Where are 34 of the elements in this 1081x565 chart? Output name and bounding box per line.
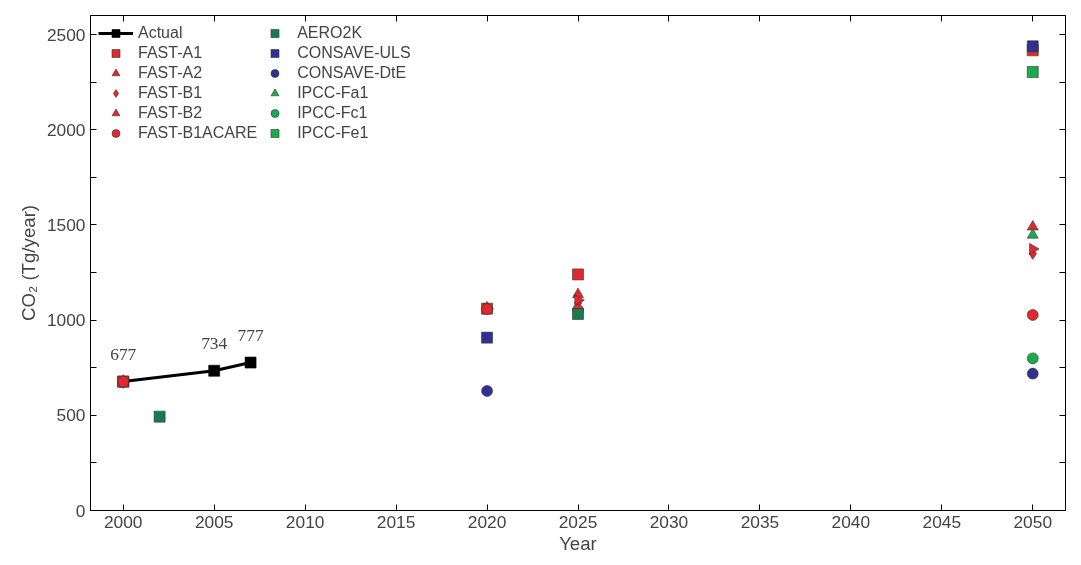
data-label: 777 — [237, 325, 264, 345]
x-tick-label: 2010 — [285, 511, 325, 532]
data-label: 677 — [110, 344, 137, 364]
legend-label: AERO2K — [297, 23, 363, 43]
x-tick-label: 2030 — [649, 511, 689, 532]
x-tick-label: 2015 — [376, 511, 416, 532]
legend-label: IPCC-Fa1 — [297, 83, 369, 103]
legend-label: FAST-B1ACARE — [138, 123, 258, 143]
y-tick-label: 1000 — [46, 310, 86, 331]
x-tick-label: 2040 — [831, 511, 871, 532]
x-tick-label: 2000 — [103, 511, 143, 532]
x-tick-label: 2005 — [194, 511, 234, 532]
y-tick-label: 2500 — [46, 24, 86, 45]
legend-label: FAST-A1 — [138, 43, 203, 63]
x-tick-label: 2025 — [558, 511, 598, 532]
legend-label: IPCC-Fc1 — [297, 103, 368, 123]
legend-label: FAST-B2 — [138, 103, 203, 123]
legend-label: Actual — [138, 23, 183, 43]
legend-label: FAST-A2 — [138, 63, 203, 83]
y-tick-label: 0 — [75, 500, 86, 521]
y-tick-label: 1500 — [46, 214, 86, 235]
y-tick-label: 500 — [56, 405, 86, 426]
x-tick-label: 2050 — [1013, 511, 1053, 532]
legend-label: CONSAVE-ULS — [297, 43, 411, 63]
x-tick-label: 2045 — [922, 511, 962, 532]
x-tick-label: 2035 — [740, 511, 780, 532]
y-axis-title: CO₂ (Tg/year) — [17, 204, 39, 322]
y-tick-label: 2000 — [46, 119, 86, 140]
legend-label: CONSAVE-DtE — [297, 63, 407, 83]
legend-label: IPCC-Fe1 — [297, 123, 369, 143]
data-label: 734 — [201, 333, 228, 353]
x-tick-label: 2020 — [467, 511, 507, 532]
x-axis-title: Year — [559, 532, 597, 554]
legend-label: FAST-B1 — [138, 83, 203, 103]
